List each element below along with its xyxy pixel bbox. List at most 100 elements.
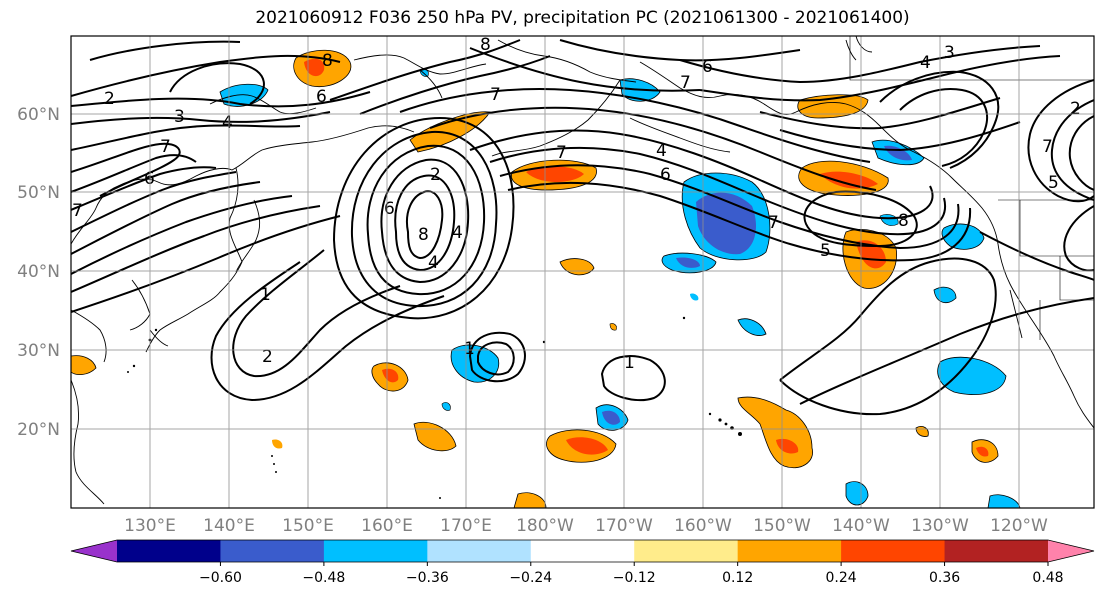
pv-contour-label: 7 — [160, 137, 171, 157]
colorbar-tick-label: −0.12 — [613, 570, 656, 586]
pv-contour — [499, 164, 960, 250]
pv-contour-label: 2 — [104, 89, 115, 109]
island — [127, 371, 129, 373]
coastlines — [71, 36, 1094, 505]
precip-patch — [820, 171, 878, 189]
precip-patch — [513, 492, 547, 508]
coastline — [71, 309, 107, 363]
map-title: 2021060912 F036 250 hPa PV, precipitatio… — [255, 8, 910, 28]
pv-contour-label: 4 — [222, 113, 233, 133]
precip-patch — [976, 446, 989, 457]
coastline — [795, 101, 999, 245]
pv-contour-label: 8 — [480, 35, 491, 55]
coastline — [209, 94, 317, 115]
pv-contour — [71, 154, 197, 193]
precip-patch — [602, 410, 620, 425]
pv-contour — [468, 331, 526, 383]
island — [682, 316, 686, 320]
precip-patch — [609, 323, 617, 331]
lon-label: 120°W — [990, 516, 1048, 536]
pv-contour-label: 5 — [1048, 173, 1059, 193]
lon-label: 140°W — [832, 516, 890, 536]
lon-label: 130°E — [124, 516, 176, 536]
coastline — [491, 79, 621, 157]
pv-contour — [332, 116, 515, 320]
precip-patch — [526, 166, 584, 182]
colorbar-segment — [634, 540, 739, 562]
lon-label: 140°E — [203, 516, 255, 536]
coastline — [353, 54, 487, 75]
lon-label: 150°W — [753, 516, 811, 536]
pv-contour — [489, 146, 947, 236]
colorbar-outline — [70, 539, 1095, 563]
colorbar-tick-label: 0.48 — [1032, 570, 1063, 586]
precip-patch — [676, 257, 700, 268]
pv-contour-label: 3 — [944, 43, 955, 63]
pv-contour-label: 7 — [490, 85, 501, 105]
coastline — [149, 329, 169, 347]
pv-contour — [1063, 205, 1094, 272]
pv-contour-label: 1 — [464, 339, 475, 359]
pv-contour — [406, 190, 444, 260]
pv-contour — [380, 158, 470, 284]
lat-label: 60°N — [17, 105, 60, 125]
precip-patch — [845, 481, 869, 506]
colorbar-segment — [530, 540, 635, 562]
pv-contour — [469, 129, 934, 220]
colorbar-segment — [841, 540, 946, 562]
pv-contour — [71, 181, 261, 255]
pv-contour — [71, 215, 341, 313]
pv-contour — [699, 55, 1061, 102]
colorbar-tick-label: 0.12 — [722, 570, 753, 586]
map-frame — [70, 35, 1095, 509]
coastline — [639, 61, 797, 115]
coastline — [235, 199, 261, 273]
pv-contour — [71, 205, 321, 293]
latitude-labels: 60°N 50°N 40°N 30°N 20°N — [17, 105, 60, 440]
pv-contour-label: 5 — [820, 241, 831, 261]
coastline — [855, 36, 873, 53]
pv-contour-label: 7 — [556, 143, 567, 163]
lon-label: 170°E — [440, 516, 492, 536]
coastline — [419, 69, 443, 99]
island — [439, 497, 441, 499]
pv-contour — [559, 39, 801, 62]
pv-contour — [169, 62, 265, 105]
colorbar-segment — [117, 540, 221, 562]
pv-contour — [350, 130, 498, 308]
pv-contour — [899, 88, 989, 167]
lon-label: 160°E — [361, 516, 413, 536]
colorbar-extend-high — [1048, 540, 1094, 562]
pv-contour — [979, 231, 1094, 281]
colorbar-segment — [427, 540, 532, 562]
pv-contour-label: 6 — [316, 87, 327, 107]
coastline — [497, 39, 637, 83]
island — [154, 328, 158, 332]
island — [275, 471, 277, 473]
colorbar-tick-label: −0.60 — [199, 570, 242, 586]
coastline — [629, 117, 731, 153]
pv-contour — [429, 106, 877, 191]
graticule — [71, 36, 1094, 508]
colorbar-tick-label: 0.24 — [826, 570, 857, 586]
pv-contour-label: 4 — [428, 253, 439, 273]
pv-contour-label: 7 — [72, 201, 83, 221]
precip-patch — [987, 494, 1021, 508]
colorbar-segment — [737, 540, 842, 562]
pv-contour-label: 2 — [262, 347, 273, 367]
colorbar-tick-label: 0.36 — [929, 570, 960, 586]
precip-patch — [566, 437, 608, 455]
island — [718, 418, 722, 422]
island — [132, 364, 136, 368]
island — [724, 422, 728, 426]
pv-contour — [803, 190, 918, 248]
precip-patch — [450, 344, 500, 383]
pv-contour — [232, 249, 401, 378]
precip-patch — [71, 355, 97, 376]
precip-patch — [304, 58, 325, 77]
lat-label: 30°N — [17, 341, 60, 361]
pv-contour-label: 1 — [260, 285, 271, 305]
pv-contour — [366, 144, 486, 296]
pv-contour — [210, 261, 445, 402]
pv-contour-label: 6 — [144, 169, 155, 189]
